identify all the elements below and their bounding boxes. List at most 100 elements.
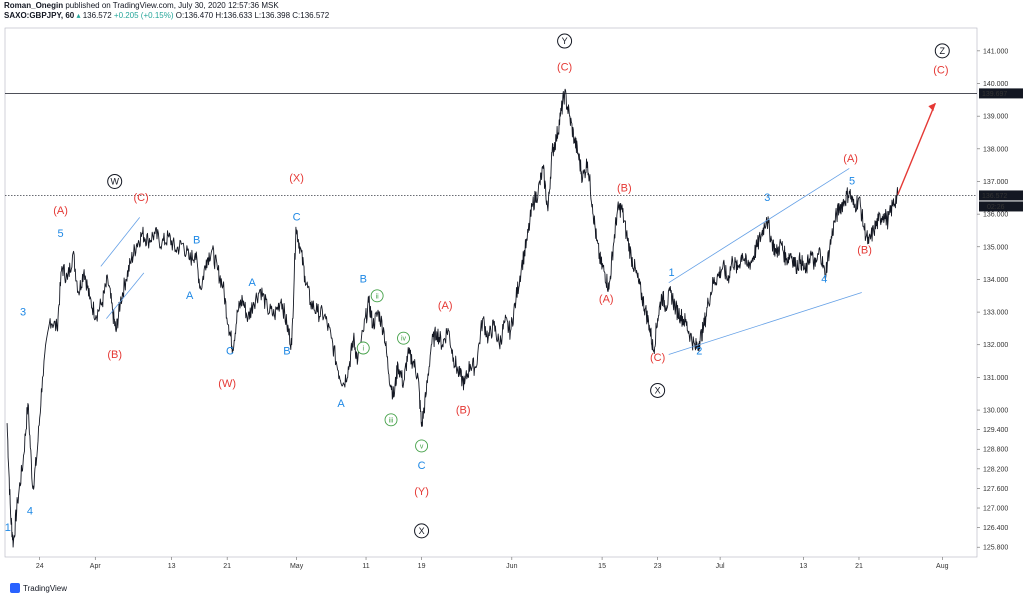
publish-info: published on TradingView.com, July 30, 2… xyxy=(63,1,279,10)
y-tick-label: 141.000 xyxy=(983,48,1008,55)
wave-label-blue: C xyxy=(418,460,426,472)
price-tag-top xyxy=(979,88,1023,99)
x-tick-label: Jun xyxy=(506,563,517,570)
ohlc-values: O:136.470 H:136.633 L:136.398 C:136.572 xyxy=(175,11,330,20)
wave-label-blue: B xyxy=(283,346,290,358)
x-tick-label: 13 xyxy=(800,563,808,570)
y-tick-label: 135.000 xyxy=(983,244,1008,251)
wave-label-blue: 1 xyxy=(5,522,11,534)
wave-label-green: iii xyxy=(389,417,394,424)
wave-label-blue: C xyxy=(293,212,301,224)
wave-label-red: (B) xyxy=(617,182,632,194)
wave-label-blue: 4 xyxy=(27,506,33,518)
price-tag-current-text: 136.572 xyxy=(982,193,1007,200)
wave-label-blue: C xyxy=(226,346,234,358)
x-tick-label: 19 xyxy=(418,563,426,570)
wave-label-red: (Y) xyxy=(414,486,429,498)
y-tick-label: 130.000 xyxy=(983,408,1008,415)
channel-line[interactable] xyxy=(668,292,862,355)
x-tick-label: 15 xyxy=(598,563,606,570)
wave-circle-green xyxy=(370,289,384,303)
y-tick-label: 134.000 xyxy=(983,277,1008,284)
wave-label-blue: 3 xyxy=(20,306,26,318)
symbol-line: SAXO:GBPJPY, 60 ▴ 136.572 +0.205 (+0.15%… xyxy=(4,11,329,21)
wave-circle-green xyxy=(356,341,370,355)
wave-label-red: (A) xyxy=(53,205,68,217)
up-arrow-icon: ▴ xyxy=(76,11,81,20)
y-tick-label: 133.000 xyxy=(983,310,1008,317)
wave-label-red: (X) xyxy=(289,172,304,184)
x-tick-label: Apr xyxy=(90,563,102,570)
wave-label-blue: A xyxy=(186,290,194,302)
x-tick-label: 11 xyxy=(362,563,369,570)
wave-label-red: (C) xyxy=(933,65,948,77)
wave-circle-green xyxy=(384,413,398,427)
x-tick-label: 13 xyxy=(168,563,176,570)
wave-label-blue: 3 xyxy=(764,192,770,204)
y-tick-label: 140.000 xyxy=(983,81,1008,88)
channel-line[interactable] xyxy=(100,217,141,267)
author-name[interactable]: Roman_Onegin xyxy=(4,1,64,10)
chart-header: Roman_Onegin published on TradingView.co… xyxy=(4,1,329,21)
wave-label-red: (B) xyxy=(107,349,122,361)
publish-line: Roman_Onegin published on TradingView.co… xyxy=(4,1,329,11)
wave-label-black: Z xyxy=(940,46,946,56)
wave-label-red: (B) xyxy=(456,404,471,416)
y-tick-label: 131.000 xyxy=(983,375,1008,382)
x-tick-label: 24 xyxy=(36,563,44,570)
price-tag-top-text: 139.697 xyxy=(982,91,1007,98)
y-tick-label: 126.400 xyxy=(983,525,1008,532)
x-tick-label: Jul xyxy=(716,563,725,570)
last-price: 136.572 xyxy=(82,11,112,20)
forecast-arrow-head xyxy=(928,103,936,112)
wave-label-red: (C) xyxy=(650,352,665,364)
footer: TradingView xyxy=(10,583,67,593)
wave-circle-black xyxy=(650,382,666,398)
price-change: +0.205 (+0.15%) xyxy=(113,11,174,20)
wave-label-red: (A) xyxy=(843,153,858,165)
plot-frame xyxy=(4,27,978,558)
wave-label-blue: 4 xyxy=(821,274,827,286)
x-tick-label: 23 xyxy=(654,563,662,570)
y-tick-label: 125.800 xyxy=(983,545,1008,552)
wave-label-blue: 2 xyxy=(696,346,702,358)
y-tick-label: 138.000 xyxy=(983,146,1008,153)
y-tick-label: 132.000 xyxy=(983,342,1008,349)
price-series[interactable] xyxy=(6,88,899,548)
wave-label-green: i xyxy=(362,346,364,353)
wave-label-blue: A xyxy=(248,277,256,289)
countdown-text: 02:26 xyxy=(987,204,1005,211)
symbol-name: SAXO:GBPJPY, 60 xyxy=(4,11,75,20)
forecast-arrow[interactable] xyxy=(897,102,936,195)
wave-label-blue: B xyxy=(193,235,200,247)
wave-label-black: Y xyxy=(562,36,568,46)
y-tick-label: 129.400 xyxy=(983,427,1008,434)
wave-label-blue: 5 xyxy=(849,176,855,188)
wave-label-red: (B) xyxy=(857,244,872,256)
wave-circle-black xyxy=(107,173,123,189)
wave-label-blue: A xyxy=(337,398,345,410)
y-tick-label: 127.600 xyxy=(983,486,1008,493)
wave-label-blue: B xyxy=(360,274,367,286)
wave-label-red: (C) xyxy=(557,61,572,73)
wave-circle-black xyxy=(414,523,430,539)
y-tick-label: 128.200 xyxy=(983,466,1008,473)
channel-line[interactable] xyxy=(668,168,850,284)
channel-line[interactable] xyxy=(106,272,145,319)
wave-label-black: W xyxy=(110,176,119,186)
x-tick-label: 21 xyxy=(223,563,231,570)
wave-label-red: (A) xyxy=(438,300,453,312)
x-tick-label: Aug xyxy=(936,563,949,570)
brand-name: TradingView xyxy=(23,583,68,593)
wave-circle-green xyxy=(397,331,410,345)
y-tick-label: 136.000 xyxy=(983,212,1008,219)
y-tick-label: 127.000 xyxy=(983,506,1008,513)
wave-label-green: v xyxy=(420,443,424,450)
x-tick-label: 21 xyxy=(855,563,863,570)
wave-label-green: ii xyxy=(376,293,380,300)
countdown-tag xyxy=(979,201,1023,212)
y-tick-label: 128.800 xyxy=(983,447,1008,454)
wave-label-black: X xyxy=(419,526,425,536)
y-tick-label: 137.000 xyxy=(983,179,1008,186)
